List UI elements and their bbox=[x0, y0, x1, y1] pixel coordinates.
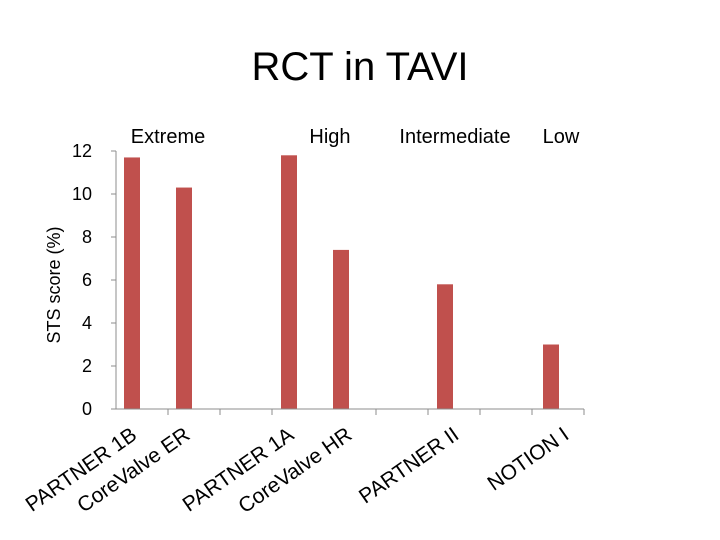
chart-title: RCT in TAVI bbox=[251, 45, 468, 89]
y-tick-label: 6 bbox=[82, 270, 92, 290]
y-axis-label: STS score (%) bbox=[44, 226, 64, 343]
y-tick-label: 10 bbox=[72, 184, 92, 204]
y-tick-label: 4 bbox=[82, 313, 92, 333]
y-tick-label: 8 bbox=[82, 227, 92, 247]
y-tick-label: 0 bbox=[82, 399, 92, 419]
category-label-partner-ii: PARTNER II bbox=[355, 423, 463, 508]
bar-notion-i bbox=[543, 344, 559, 409]
bar-partner-1a bbox=[281, 155, 297, 409]
group-label-intermediate: Intermediate bbox=[399, 126, 510, 148]
category-label-notion-i: NOTION I bbox=[483, 423, 573, 495]
bar-partner-1b bbox=[124, 157, 140, 409]
y-tick-label: 2 bbox=[82, 356, 92, 376]
y-axis: 0 2 4 6 8 10 12 bbox=[72, 141, 585, 419]
bar-corevalve-er bbox=[176, 187, 192, 409]
bar-corevalve-hr bbox=[333, 249, 349, 409]
group-label-low: Low bbox=[543, 126, 580, 148]
group-label-extreme: Extreme bbox=[131, 126, 205, 148]
group-label-high: High bbox=[309, 126, 350, 148]
y-tick-label: 12 bbox=[72, 141, 92, 161]
bar-partner-ii bbox=[437, 284, 453, 409]
bar-series bbox=[124, 155, 559, 409]
